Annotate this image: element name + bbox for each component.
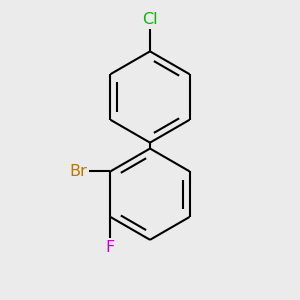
- Text: Cl: Cl: [142, 12, 158, 27]
- Text: Br: Br: [69, 164, 87, 179]
- Text: F: F: [106, 240, 115, 255]
